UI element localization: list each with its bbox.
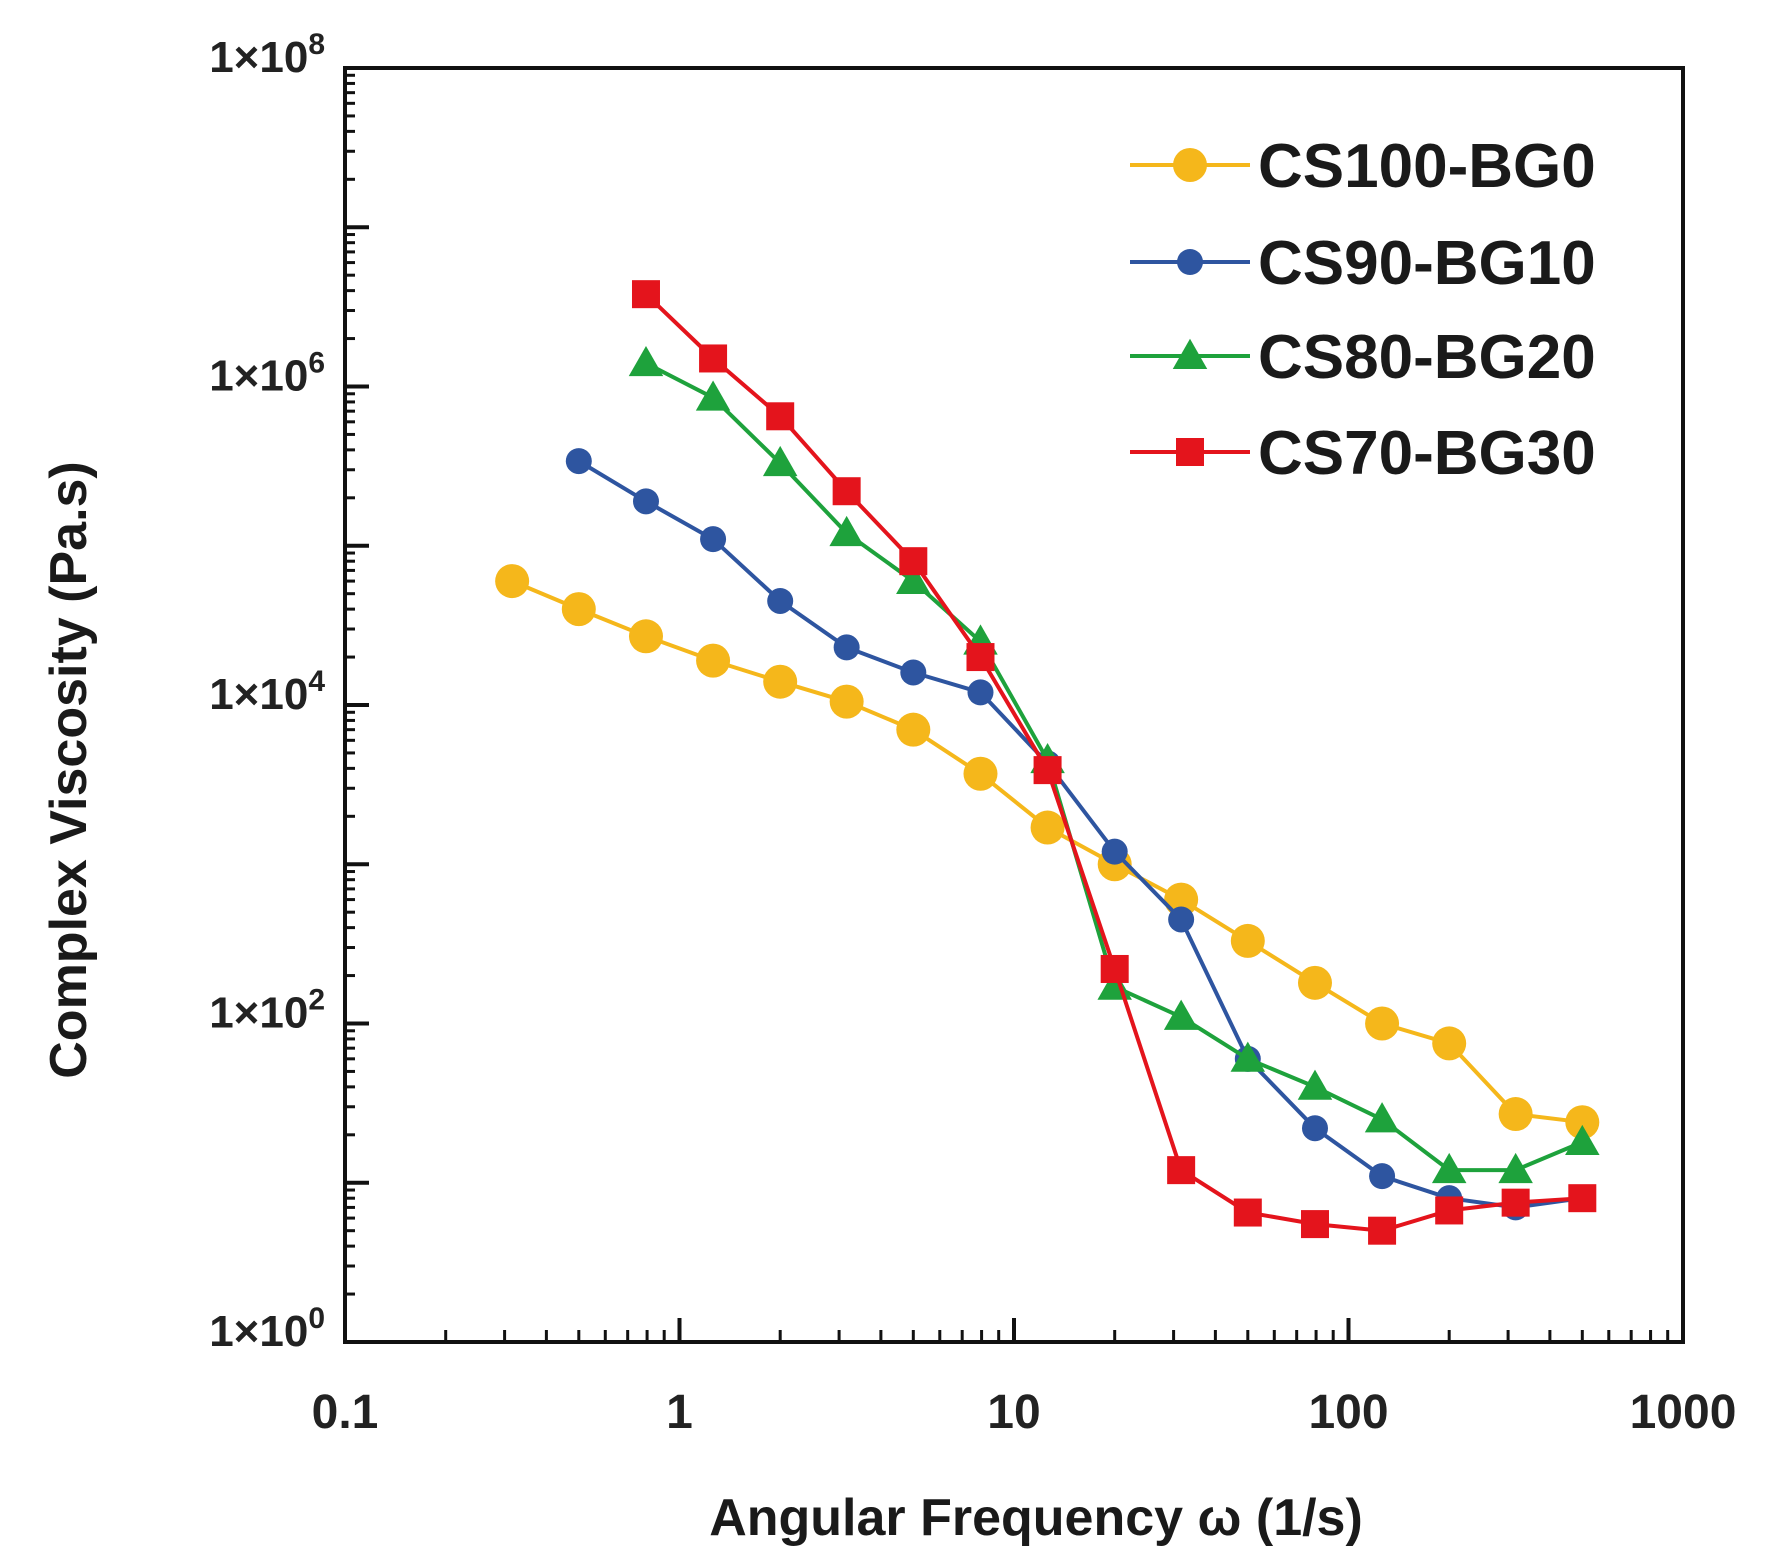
legend-label-cs90-bg10: CS90-BG10 [1258,229,1596,298]
data-point-cs80-bg20 [1431,1152,1467,1184]
data-point-cs100-bg0 [1297,965,1332,1000]
data-point-cs90-bg10 [767,587,794,614]
data-point-cs70-bg30 [1300,1210,1329,1239]
data-point-cs80-bg20 [1230,1041,1266,1072]
data-point-cs100-bg0 [561,592,596,627]
data-point-cs70-bg30 [1033,756,1062,785]
data-point-cs90-bg10 [1301,1115,1328,1142]
y-tick-labels: 1×100 1×102 1×104 1×106 1×108 [209,28,325,1356]
major-ticks [343,66,1685,1344]
data-point-cs100-bg0 [628,619,663,654]
x-axis-title: Angular Frequency ω (1/s) [709,1489,1363,1547]
data-point-cs70-bg30 [899,547,928,576]
data-point-cs80-bg20 [628,345,664,377]
y-tick-label: 1×106 [209,347,325,401]
y-tick-label: 1×104 [209,665,325,719]
legend-label-cs100-bg0: CS100-BG0 [1258,132,1596,201]
data-point-cs70-bg30 [1100,954,1129,983]
data-point-cs80-bg20 [1364,1102,1400,1133]
data-point-cs70-bg30 [1368,1216,1397,1245]
data-point-cs100-bg0 [696,643,731,678]
legend-item-cs90-bg10: CS90-BG10 [1130,229,1596,298]
data-point-cs90-bg10 [833,634,860,661]
data-point-cs70-bg30 [1501,1188,1530,1217]
series-line-cs90-bg10 [577,459,1583,1210]
data-point-cs100-bg0 [1565,1105,1600,1140]
data-point-cs80-bg20 [829,515,864,547]
data-point-cs80-bg20 [695,380,731,411]
data-point-cs70-bg30 [766,402,795,431]
legend-marker-cs100-bg0 [1173,148,1207,182]
data-point-cs80-bg20 [762,445,798,477]
data-point-cs90-bg10 [967,679,994,706]
data-point-cs90-bg10 [700,526,727,553]
data-point-cs100-bg0 [1498,1097,1533,1132]
data-point-cs90-bg10 [565,448,592,475]
data-point-cs100-bg0 [495,564,530,599]
data-point-cs100-bg0 [963,756,998,791]
legend-item-cs80-bg20: CS80-BG20 [1130,323,1596,392]
data-point-cs70-bg30 [966,643,995,672]
data-point-cs100-bg0 [1230,923,1265,958]
data-point-cs80-bg20 [896,563,931,595]
data-point-cs100-bg0 [829,684,864,719]
data-point-cs70-bg30 [1568,1184,1597,1213]
data-point-cs80-bg20 [1297,1069,1333,1100]
data-point-cs80-bg20 [1163,999,1199,1030]
legend-item-cs100-bg0: CS100-BG0 [1130,132,1596,201]
series-cs70-bg30 [631,280,1597,1245]
data-point-cs70-bg30 [832,477,861,506]
data-point-cs70-bg30 [1233,1198,1262,1227]
y-tick-label: 1×100 [209,1302,325,1356]
legend-marker-cs80-bg20 [1172,338,1208,369]
x-tick-labels: 0.1 1 10 100 1000 [312,1386,1737,1439]
y-axis-title: Complex Viscosity (Pa.s) [40,461,98,1079]
legend-label-cs70-bg30: CS70-BG30 [1258,419,1596,488]
y-tick-label: 1×102 [209,984,325,1038]
data-point-cs90-bg10 [1168,906,1195,933]
data-point-cs70-bg30 [699,344,728,373]
data-point-cs100-bg0 [1030,810,1065,845]
data-point-cs100-bg0 [763,664,798,699]
legend: CS100-BG0 CS90-BG10 CS80-BG20 CS70-BG30 [1130,132,1596,488]
data-point-cs100-bg0 [1365,1006,1400,1041]
data-point-cs90-bg10 [1101,838,1128,865]
x-tick-label: 1 [666,1386,693,1439]
data-point-cs80-bg20 [1565,1124,1600,1156]
data-point-cs70-bg30 [631,280,660,309]
data-point-cs70-bg30 [1435,1196,1464,1225]
data-point-cs100-bg0 [896,712,931,747]
data-point-cs70-bg30 [1167,1156,1196,1185]
data-point-cs90-bg10 [1369,1163,1396,1190]
legend-item-cs70-bg30: CS70-BG30 [1130,419,1596,488]
x-tick-label: 100 [1308,1386,1388,1439]
x-tick-label: 1000 [1630,1386,1737,1439]
data-point-cs100-bg0 [1432,1026,1467,1061]
series-layer [495,280,1600,1245]
x-tick-label: 10 [987,1386,1040,1439]
legend-label-cs80-bg20: CS80-BG20 [1258,323,1596,392]
minor-ticks [345,73,1670,1342]
legend-marker-cs70-bg30 [1176,438,1204,466]
data-point-cs90-bg10 [632,488,659,515]
x-tick-label: 0.1 [312,1386,379,1439]
y-tick-label: 1×108 [209,28,325,82]
legend-marker-cs90-bg10 [1177,249,1203,275]
data-point-cs90-bg10 [900,659,927,686]
data-point-cs80-bg20 [1498,1152,1533,1184]
